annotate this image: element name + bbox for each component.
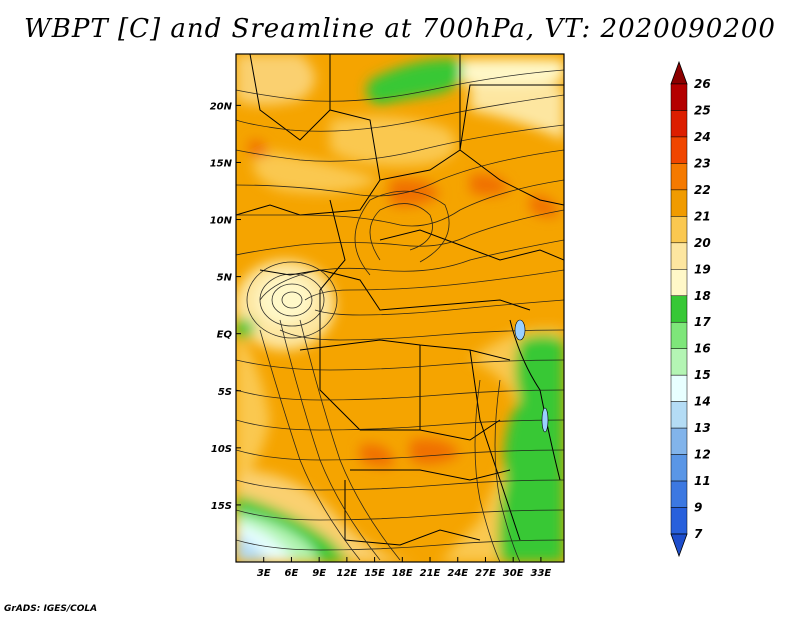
colorbar-label: 16: [694, 342, 711, 356]
lon-tick-label: 30E: [503, 568, 524, 579]
colorbar-label: 21: [694, 209, 711, 223]
colorbar-label: 19: [694, 262, 711, 276]
lon-tick-label: 27E: [475, 568, 496, 579]
colorbar-label: 25: [694, 103, 711, 117]
lon-tick-label: 33E: [531, 568, 552, 579]
colorbar-max-triangle: [670, 60, 688, 85]
colorbar-box: [670, 269, 688, 297]
lat-tick-label: 10S: [211, 444, 232, 455]
colorbar-box: [670, 480, 688, 508]
colorbar-box: [670, 216, 688, 244]
colorbar: 26 25 24 23 22 21 20 19 18 17 16 15 14 13 12 11 9 7: [670, 60, 711, 558]
colorbar-box: [670, 242, 688, 270]
colorbar-box: [670, 401, 688, 429]
lon-tick-label: 3E: [257, 568, 271, 579]
colorbar-box: [670, 348, 688, 376]
lon-tick-label: 15E: [364, 568, 385, 579]
lat-tick-label: 5N: [217, 273, 233, 284]
colorbar-label: 24: [694, 130, 711, 144]
colorbar-label: 15: [694, 368, 711, 382]
map-area: [236, 54, 564, 562]
colorbar-label: 22: [694, 183, 711, 197]
lon-tick-label: 9E: [312, 568, 326, 579]
streamlines: [236, 69, 564, 562]
lake-victoria: [514, 319, 526, 341]
lon-tick-label: 21E: [420, 568, 441, 579]
wbpt-shading: [236, 54, 564, 562]
colorbar-label: 17: [694, 315, 711, 329]
colorbar-box: [670, 163, 688, 191]
lat-tick-label: 20N: [210, 101, 233, 112]
colorbar-label: 7: [694, 527, 703, 541]
colorbar-label: 18: [694, 289, 711, 303]
lat-tick-label: 15N: [210, 158, 233, 169]
lon-tick-label: 18E: [392, 568, 413, 579]
longitude-axis: 3E 6E 9E 12E 15E 18E 21E 24E 27E 30E 33E: [257, 557, 552, 579]
colorbar-box: [670, 189, 688, 217]
colorbar-box: [670, 110, 688, 138]
lat-tick-label: 5S: [218, 387, 232, 398]
colorbar-label: 11: [694, 474, 711, 488]
colorbar-box: [670, 295, 688, 323]
colorbar-label: 20: [694, 236, 711, 250]
colorbar-box: [670, 321, 688, 349]
map-frame: [235, 53, 565, 563]
lat-tick-label: EQ: [217, 330, 233, 341]
colorbar-box: [670, 374, 688, 402]
lon-tick-label: 6E: [285, 568, 299, 579]
colorbar-label: 13: [694, 421, 711, 435]
latitude-axis: 20N 15N 10N 5N EQ 5S 10S 15S: [210, 101, 241, 512]
colorbar-box: [670, 83, 688, 111]
colorbar-label: 9: [694, 501, 702, 515]
colorbar-min-triangle: [670, 533, 688, 558]
lake-malawi: [541, 407, 549, 433]
colorbar-label: 26: [694, 77, 711, 91]
colorbar-label: 12: [694, 448, 711, 462]
colorbar-box: [670, 507, 688, 535]
lat-tick-label: 10N: [210, 216, 233, 227]
lon-tick-label: 12E: [336, 568, 357, 579]
chart-title: WBPT [C] and Sreamline at 700hPa, VT: 20…: [24, 14, 776, 44]
colorbar-box: [670, 454, 688, 482]
colorbar-label: 14: [694, 395, 711, 409]
colorbar-box: [670, 136, 688, 164]
lon-tick-label: 24E: [447, 568, 468, 579]
colorbar-label: 23: [694, 156, 711, 170]
lat-tick-label: 15S: [211, 501, 232, 512]
grads-credit: GrADS: IGES/COLA: [4, 604, 98, 614]
colorbar-box: [670, 427, 688, 455]
